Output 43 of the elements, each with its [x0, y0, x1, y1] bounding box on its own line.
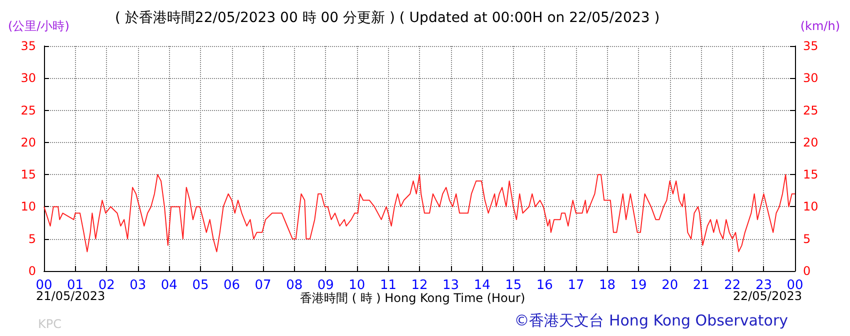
y2-axis-title: (km/h) — [800, 19, 840, 33]
x-axis-title: 香港時間 ( 時 ) Hong Kong Time (Hour) — [300, 291, 526, 305]
x-tick-label: 21 — [692, 278, 710, 293]
y-tick-label: 0 — [28, 264, 36, 278]
y2-tick-label: 10 — [803, 200, 818, 214]
y2-tick-label: 15 — [803, 168, 818, 182]
y2-tick-label: 0 — [803, 264, 811, 278]
x-tick-label: 03 — [130, 278, 146, 293]
x-tick-label: 07 — [254, 278, 272, 293]
x-tick-label: 14 — [474, 278, 490, 293]
text: 21/05/2023 — [36, 289, 106, 303]
y-tick-label: 35 — [20, 39, 36, 53]
x-tick-label: 15 — [505, 278, 522, 293]
x-tick-label: 10 — [348, 278, 366, 293]
y2-tick-label: 25 — [803, 103, 818, 118]
y-tick-label: 30 — [20, 71, 36, 86]
y2-tick-label: 35 — [803, 39, 818, 53]
y2-tick-label: 30 — [803, 71, 818, 86]
text: 22/05/2023 — [732, 289, 802, 303]
line-series — [44, 174, 796, 252]
x-tick-label: 17 — [568, 278, 584, 293]
x-tick-label: 04 — [160, 278, 178, 293]
x-tick-label: 06 — [223, 278, 240, 293]
x-tick-label: 09 — [317, 278, 334, 293]
x-tick-label: 11 — [380, 278, 396, 293]
x-tick-label: 08 — [286, 278, 303, 293]
y-tick-label: 20 — [20, 135, 36, 150]
y-tick-label: 25 — [20, 103, 36, 118]
x-tick-label: 18 — [598, 278, 616, 293]
text: ©香港天文台 Hong Kong Observatory — [514, 312, 788, 330]
chart-title: ( 於香港時間22/05/2023 00 時 00 分更新 ) ( Updated at 00:00H on 22/05/2023 ) — [115, 10, 660, 26]
y2-tick-label: 5 — [803, 232, 811, 246]
y-tick-label: 5 — [28, 232, 36, 246]
x-tick-label: 13 — [442, 278, 460, 293]
y-tick-label: 15 — [20, 168, 36, 182]
x-tick-label: 16 — [536, 278, 553, 293]
y-tick-label: 10 — [20, 200, 36, 214]
x-tick-label: 12 — [411, 278, 428, 293]
y2-tick-label: 20 — [803, 135, 818, 150]
x-tick-label: 20 — [662, 278, 678, 293]
x-tick-label: 05 — [192, 278, 209, 293]
y-axis-title: (公里/小時) — [8, 19, 70, 33]
x-tick-label: 19 — [630, 278, 647, 293]
